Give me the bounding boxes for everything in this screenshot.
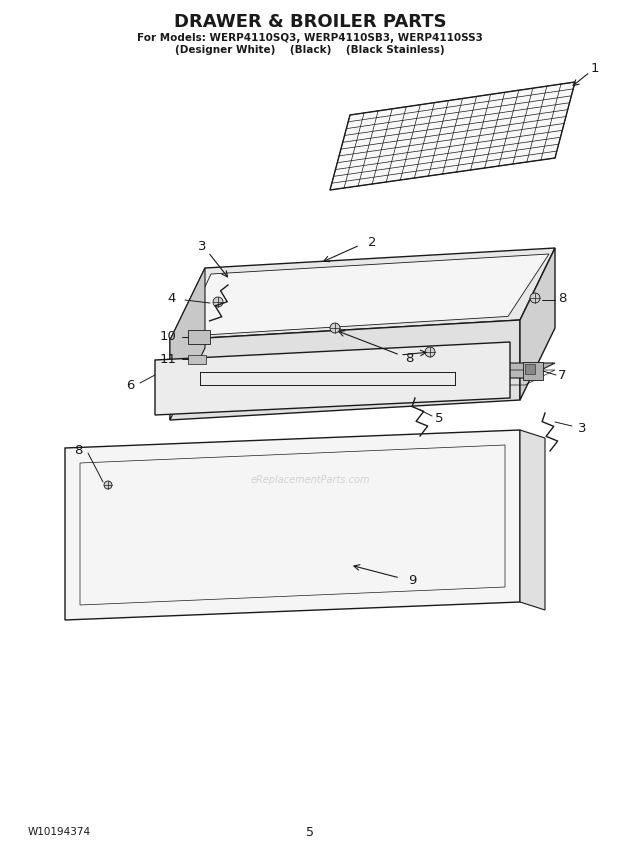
Text: 8: 8 <box>74 443 82 456</box>
Text: W10194374: W10194374 <box>28 827 91 837</box>
Text: 8: 8 <box>558 292 567 305</box>
Polygon shape <box>155 342 510 415</box>
Text: 1: 1 <box>591 62 600 74</box>
Polygon shape <box>520 430 545 610</box>
Text: 10: 10 <box>159 330 177 343</box>
Polygon shape <box>182 254 549 336</box>
Bar <box>188 355 206 364</box>
Polygon shape <box>330 82 575 190</box>
Polygon shape <box>65 430 520 620</box>
Polygon shape <box>165 363 555 378</box>
Text: 7: 7 <box>558 368 567 382</box>
Bar <box>188 330 210 344</box>
Polygon shape <box>520 248 555 400</box>
Text: 3: 3 <box>198 240 206 253</box>
Text: 4: 4 <box>168 292 176 305</box>
Circle shape <box>104 481 112 489</box>
Text: 6: 6 <box>126 378 134 391</box>
Text: 9: 9 <box>408 574 417 586</box>
Text: 11: 11 <box>159 353 177 366</box>
Polygon shape <box>170 320 520 420</box>
Text: (Designer White)    (Black)    (Black Stainless): (Designer White) (Black) (Black Stainles… <box>175 45 445 55</box>
Text: 5: 5 <box>435 412 443 425</box>
Text: 2: 2 <box>368 235 376 248</box>
Bar <box>525 364 535 374</box>
Text: DRAWER & BROILER PARTS: DRAWER & BROILER PARTS <box>174 13 446 31</box>
Text: For Models: WERP4110SQ3, WERP4110SB3, WERP4110SS3: For Models: WERP4110SQ3, WERP4110SB3, WE… <box>137 33 483 43</box>
Text: 5: 5 <box>306 825 314 839</box>
Circle shape <box>530 293 540 303</box>
Text: eReplacementParts.com: eReplacementParts.com <box>250 475 370 485</box>
Polygon shape <box>170 268 205 420</box>
Text: 8: 8 <box>405 352 414 365</box>
Circle shape <box>425 347 435 357</box>
Text: 3: 3 <box>578 421 587 435</box>
Bar <box>523 362 543 380</box>
Polygon shape <box>170 248 555 340</box>
Circle shape <box>213 297 223 307</box>
Circle shape <box>330 323 340 333</box>
